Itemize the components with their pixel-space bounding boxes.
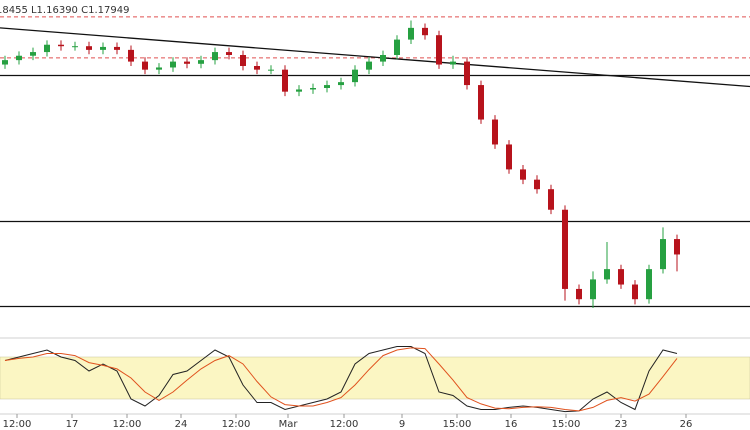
candle-body bbox=[506, 144, 512, 170]
x-tick-label: 12:00 bbox=[3, 419, 32, 430]
candle-body bbox=[58, 44, 64, 47]
candle-body bbox=[156, 67, 162, 70]
candle-body bbox=[408, 27, 414, 40]
x-tick-label: 15:00 bbox=[552, 419, 581, 430]
candle-body bbox=[296, 89, 302, 92]
candle-body bbox=[114, 46, 120, 50]
candle-body bbox=[380, 55, 386, 62]
candle-body bbox=[632, 284, 638, 300]
candle-body bbox=[590, 279, 596, 300]
candle-body bbox=[618, 269, 624, 285]
candle-body bbox=[394, 39, 400, 55]
candle-body bbox=[254, 66, 260, 70]
candle-body bbox=[198, 60, 204, 64]
candle-body bbox=[310, 88, 316, 90]
candle-body bbox=[240, 55, 246, 66]
ohlc-header: 18455 L1.16390 C1.17949 bbox=[0, 5, 129, 16]
candle-body bbox=[492, 119, 498, 145]
candle-body bbox=[338, 82, 344, 86]
candle-body bbox=[548, 189, 554, 210]
candle-body bbox=[86, 46, 92, 50]
trendline bbox=[0, 27, 750, 88]
candle-body bbox=[282, 69, 288, 92]
candle-body bbox=[478, 85, 484, 120]
candle-body bbox=[212, 52, 218, 61]
candle-body bbox=[450, 61, 456, 65]
x-tick-label: Mar bbox=[279, 419, 299, 430]
candle-body bbox=[16, 55, 22, 61]
candle-body bbox=[422, 27, 428, 36]
oscillator-line bbox=[4, 346, 678, 413]
candle-body bbox=[436, 35, 442, 65]
candle-body bbox=[170, 61, 176, 68]
candle-body bbox=[226, 52, 232, 55]
candle-body bbox=[128, 49, 134, 62]
candle-body bbox=[142, 61, 148, 70]
candle-body bbox=[464, 61, 470, 86]
x-tick-label: 23 bbox=[615, 419, 628, 430]
x-tick-label: 12:00 bbox=[330, 419, 359, 430]
x-tick-label: 16 bbox=[505, 419, 518, 430]
candle-body bbox=[646, 269, 652, 300]
candle-body bbox=[660, 239, 666, 270]
candle-body bbox=[520, 169, 526, 180]
candle-body bbox=[674, 239, 680, 255]
oscillator-line bbox=[4, 347, 678, 412]
x-tick-label: 24 bbox=[175, 419, 188, 430]
candle-body bbox=[44, 44, 50, 53]
candle-body bbox=[604, 269, 610, 280]
candle-body bbox=[30, 52, 36, 56]
candle-body bbox=[2, 60, 8, 65]
candle-body bbox=[72, 46, 78, 48]
candle-body bbox=[562, 209, 568, 289]
x-tick-label: 12:00 bbox=[222, 419, 251, 430]
candle-body bbox=[352, 69, 358, 83]
candle-body bbox=[324, 85, 330, 88]
candle-body bbox=[534, 179, 540, 190]
candle-body bbox=[100, 46, 106, 50]
candle-body bbox=[268, 69, 274, 71]
candle-body bbox=[184, 61, 190, 64]
candle-body bbox=[366, 61, 372, 70]
x-tick-label: 15:00 bbox=[443, 419, 472, 430]
x-tick-label: 17 bbox=[66, 419, 79, 430]
x-tick-label: 12:00 bbox=[113, 419, 142, 430]
x-tick-label: 9 bbox=[399, 419, 405, 430]
candle-body bbox=[576, 288, 582, 300]
x-tick-label: 26 bbox=[680, 419, 693, 430]
